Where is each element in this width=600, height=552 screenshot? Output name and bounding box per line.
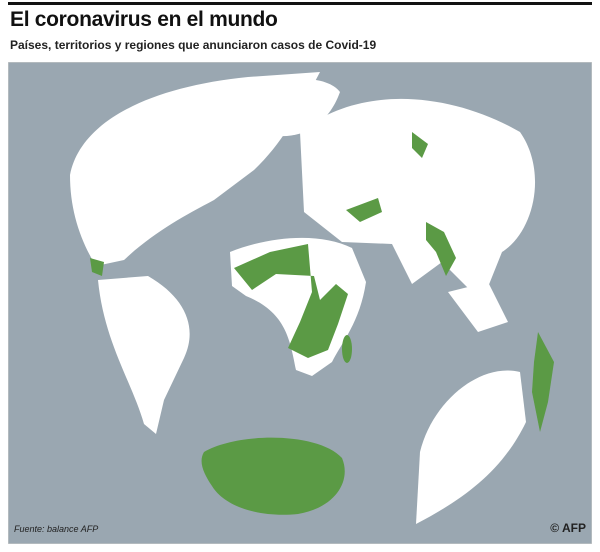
subtitle: Países, territorios y regiones que anunc…: [10, 38, 377, 52]
australia: [416, 370, 526, 524]
world-map: [8, 62, 592, 544]
eurasia: [300, 98, 536, 302]
central-asia: [346, 198, 382, 222]
source: Fuente: balance AFP: [14, 524, 99, 534]
pacific-islands: [532, 332, 554, 432]
greenland: [264, 78, 340, 137]
indonesia: [448, 282, 508, 332]
affected-regions: [90, 132, 554, 515]
central-america: [90, 258, 104, 276]
africa-cases: [234, 244, 348, 358]
north-america: [70, 72, 320, 266]
credit: © AFP: [550, 521, 586, 535]
south-america: [98, 276, 190, 434]
far-east: [412, 132, 428, 158]
antarctica: [201, 437, 345, 515]
title: El coronavirus en el mundo: [10, 8, 278, 31]
madagascar: [342, 335, 352, 363]
top-rule: [8, 2, 592, 5]
southeast-asia: [426, 222, 456, 276]
